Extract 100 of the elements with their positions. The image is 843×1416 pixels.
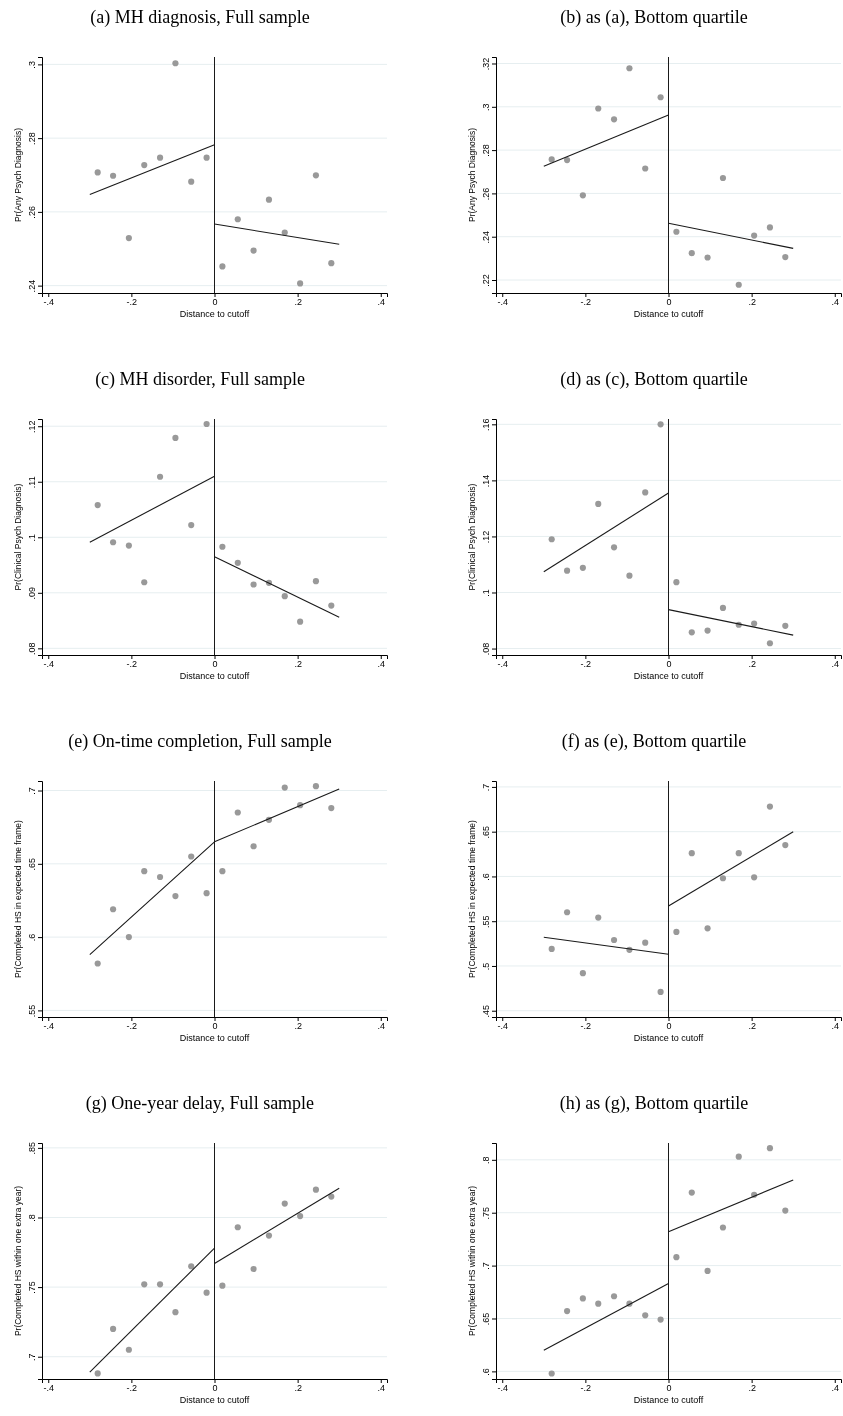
chart-title: (a) MH diagnosis, Full sample: [90, 7, 310, 28]
x-tick-label: .2: [748, 658, 756, 669]
y-axis-title: Pr(Completed HS within one extra year): [13, 1185, 23, 1337]
x-tick-label: -.2: [580, 296, 592, 307]
y-tick-label: .22: [481, 274, 491, 287]
y-tick-label: .7: [481, 1262, 491, 1270]
x-tick-label: .4: [831, 1382, 840, 1393]
y-tick-label: .1: [481, 589, 491, 597]
y-tick-label: .7: [27, 1353, 37, 1361]
y-tick-label: .6: [27, 933, 37, 942]
y-tick-label: .8: [481, 1156, 491, 1165]
x-tick-label: -.4: [497, 1020, 508, 1031]
x-tick-label: .4: [831, 1020, 840, 1031]
x-tick-label: .2: [748, 296, 756, 307]
x-tick-label: -.2: [580, 1020, 592, 1031]
x-axis-title: Distance to cutoff: [179, 1395, 250, 1405]
x-axis-title: Distance to cutoff: [633, 671, 704, 681]
x-axis-title: Distance to cutoff: [633, 1033, 704, 1043]
x-axis-title: Distance to cutoff: [179, 309, 250, 319]
x-tick-label: 0: [212, 1382, 218, 1393]
x-tick-label: .2: [748, 1382, 756, 1393]
y-tick-label: .6: [481, 1368, 491, 1376]
x-tick-label: -.2: [126, 296, 138, 307]
x-axis-title: Distance to cutoff: [633, 1395, 704, 1405]
y-tick-label: .28: [27, 132, 37, 145]
y-tick-label: .7: [481, 783, 491, 792]
x-tick-label: .2: [748, 1020, 756, 1031]
x-tick-label: 0: [666, 1020, 672, 1031]
y-axis-title: Pr(Completed HS in expected time frame): [467, 819, 477, 978]
x-tick-label: 0: [212, 1020, 218, 1031]
y-tick-label: .26: [27, 206, 37, 219]
x-tick-label: -.4: [43, 658, 54, 669]
y-tick-label: .8: [27, 1214, 37, 1222]
x-tick-label: .4: [377, 1020, 386, 1031]
y-tick-label: .26: [481, 187, 491, 201]
x-tick-label: 0: [666, 296, 672, 307]
x-tick-label: 0: [666, 658, 672, 669]
x-tick-label: -.2: [580, 658, 592, 669]
y-tick-label: .08: [481, 642, 491, 656]
y-tick-label: .11: [27, 476, 37, 489]
x-tick-label: -.2: [580, 1382, 592, 1393]
x-axis-title: Distance to cutoff: [633, 309, 704, 319]
chart-title: (e) On-time completion, Full sample: [68, 731, 332, 752]
x-tick-label: -.2: [126, 1020, 138, 1031]
x-tick-label: .2: [294, 296, 302, 307]
y-axis-title: Pr(Any Psych Diagnosis): [467, 127, 477, 223]
x-tick-label: .4: [377, 296, 386, 307]
x-tick-label: .2: [294, 658, 302, 669]
chart-title: (f) as (e), Bottom quartile: [561, 731, 747, 752]
x-tick-label: -.4: [497, 296, 508, 307]
y-tick-label: .6: [481, 873, 491, 881]
x-tick-label: .4: [831, 296, 840, 307]
y-tick-label: .12: [27, 420, 37, 433]
chart-title: (d) as (c), Bottom quartile: [560, 369, 748, 390]
x-tick-label: .2: [294, 1020, 302, 1031]
y-tick-label: .85: [27, 1142, 37, 1155]
x-axis-title: Distance to cutoff: [179, 671, 250, 681]
y-tick-label: .75: [27, 1281, 37, 1294]
x-tick-label: -.4: [43, 296, 54, 307]
y-tick-label: .16: [481, 418, 491, 432]
y-tick-label: .12: [481, 530, 491, 544]
y-tick-label: .3: [481, 103, 491, 112]
y-tick-label: .28: [481, 144, 491, 157]
x-tick-label: -.4: [43, 1020, 54, 1031]
x-tick-label: -.4: [43, 1382, 54, 1393]
y-tick-label: .32: [481, 57, 491, 71]
y-tick-label: .14: [481, 474, 491, 488]
y-tick-label: .09: [27, 587, 37, 600]
y-tick-label: .7: [27, 787, 37, 795]
y-tick-label: .65: [27, 858, 37, 871]
chart-title: (c) MH disorder, Full sample: [95, 369, 305, 390]
y-axis-title: Pr(Clinical Psych Diagnosis): [467, 483, 477, 591]
chart-title: (g) One-year delay, Full sample: [85, 1093, 315, 1114]
y-tick-label: .55: [27, 1004, 37, 1018]
x-tick-label: .4: [377, 1382, 386, 1393]
y-axis-title: Pr(Any Psych Diagnosis): [13, 127, 23, 223]
y-axis-title: Pr(Clinical Psych Diagnosis): [13, 483, 23, 591]
chart-title: (b) as (a), Bottom quartile: [560, 7, 748, 28]
y-tick-label: .65: [481, 1312, 491, 1326]
x-tick-label: .2: [294, 1382, 302, 1393]
y-tick-label: .45: [481, 1004, 491, 1018]
x-tick-label: 0: [666, 1382, 672, 1393]
y-tick-label: .75: [481, 1206, 491, 1220]
y-tick-label: .3: [27, 61, 37, 69]
x-tick-label: -.2: [126, 1382, 138, 1393]
y-tick-label: .08: [27, 642, 37, 656]
x-axis-title: Distance to cutoff: [179, 1033, 250, 1043]
y-axis-title: Pr(Completed HS in expected time frame): [13, 819, 23, 978]
y-tick-label: .65: [481, 825, 491, 839]
y-tick-label: .55: [481, 915, 491, 928]
y-tick-label: .24: [481, 230, 491, 244]
y-tick-label: .1: [27, 534, 37, 542]
x-tick-label: -.4: [497, 1382, 508, 1393]
x-tick-label: .4: [377, 658, 386, 669]
y-tick-label: .24: [27, 279, 37, 293]
x-tick-label: 0: [212, 296, 218, 307]
y-axis-title: Pr(Completed HS within one extra year): [467, 1185, 477, 1337]
x-tick-label: 0: [212, 658, 218, 669]
x-tick-label: -.4: [497, 658, 508, 669]
chart-title: (h) as (g), Bottom quartile: [559, 1093, 749, 1114]
